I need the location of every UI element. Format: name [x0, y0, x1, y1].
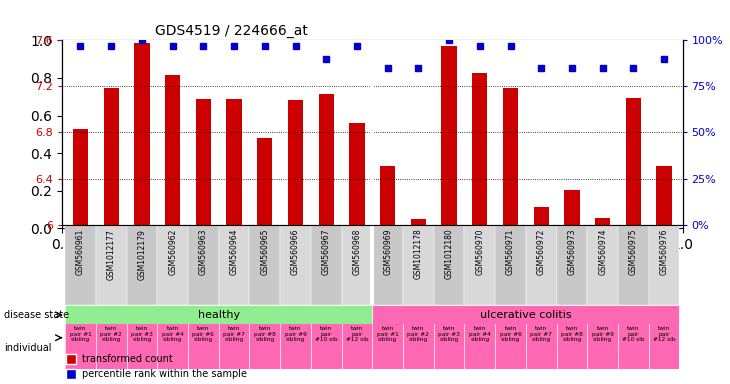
Text: twin
pair #7
sibling: twin pair #7 sibling [530, 326, 552, 343]
Text: disease state: disease state [4, 310, 69, 320]
Bar [250, 225, 280, 305]
Text: GSM560964: GSM560964 [229, 229, 239, 275]
Text: twin
pair #3
sibling: twin pair #3 sibling [131, 326, 153, 343]
Text: GSM560972: GSM560972 [537, 229, 546, 275]
Bar [165, 75, 180, 225]
Text: individual: individual [4, 343, 51, 353]
Text: twin
pair #7
sibling: twin pair #7 sibling [223, 326, 245, 343]
Text: twin
pair #9
sibling: twin pair #9 sibling [592, 326, 614, 343]
Bar [588, 225, 618, 305]
Text: GSM560962: GSM560962 [168, 229, 177, 275]
Text: GSM560968: GSM560968 [353, 229, 361, 275]
Bar [649, 225, 680, 305]
Text: GSM1012179: GSM1012179 [137, 229, 147, 280]
Bar [226, 99, 242, 225]
Text: twin
pair #6
sibling: twin pair #6 sibling [499, 326, 521, 343]
Text: GSM560973: GSM560973 [567, 229, 577, 275]
Text: GSM560963: GSM560963 [199, 229, 208, 275]
Bar [656, 166, 672, 225]
Bar [626, 98, 641, 225]
Text: GSM560965: GSM560965 [261, 229, 269, 275]
Text: GSM1012177: GSM1012177 [107, 229, 115, 280]
Bar [618, 225, 649, 305]
Text: GSM560976: GSM560976 [660, 229, 669, 275]
Bar [257, 138, 272, 225]
Bar [526, 225, 556, 305]
Bar [65, 305, 372, 324]
Bar [342, 225, 372, 305]
Text: GSM560966: GSM560966 [291, 229, 300, 275]
Text: GSM560971: GSM560971 [506, 229, 515, 275]
Bar [219, 225, 250, 305]
Bar [349, 123, 364, 225]
Bar [556, 225, 588, 305]
Bar [380, 166, 396, 225]
Text: twin
pair #3
sibling: twin pair #3 sibling [438, 326, 460, 343]
Text: twin
pair #8
sibling: twin pair #8 sibling [561, 326, 583, 343]
Bar [564, 190, 580, 225]
Bar [73, 129, 88, 225]
Bar [464, 225, 495, 305]
Text: GSM560974: GSM560974 [598, 229, 607, 275]
Bar [442, 46, 457, 225]
Text: twin
pair
#10 sib: twin pair #10 sib [315, 326, 337, 343]
Text: GSM560970: GSM560970 [475, 229, 484, 275]
Bar [372, 225, 403, 305]
Bar [318, 94, 334, 225]
Text: GSM560969: GSM560969 [383, 229, 392, 275]
Text: GSM1012178: GSM1012178 [414, 229, 423, 280]
Text: twin
pair #4
sibling: twin pair #4 sibling [469, 326, 491, 343]
Text: twin
pair
#12 sib: twin pair #12 sib [653, 326, 675, 343]
Text: twin
pair
#10 sib: twin pair #10 sib [622, 326, 645, 343]
Bar [411, 219, 426, 225]
Legend: transformed count, percentile rank within the sample: transformed count, percentile rank withi… [67, 354, 247, 379]
Bar [196, 99, 211, 225]
Bar [472, 73, 488, 225]
Bar [188, 225, 219, 305]
Text: twin
pair #2
sibling: twin pair #2 sibling [407, 326, 429, 343]
Text: twin
pair
#12 sib: twin pair #12 sib [345, 326, 368, 343]
Text: twin
pair #1
sibling: twin pair #1 sibling [69, 326, 91, 343]
Bar [534, 207, 549, 225]
Bar [104, 88, 119, 225]
Bar [96, 225, 126, 305]
Bar [434, 225, 464, 305]
Text: twin
pair #9
sibling: twin pair #9 sibling [285, 326, 307, 343]
Text: GSM1012180: GSM1012180 [445, 229, 453, 280]
Bar [280, 225, 311, 305]
Text: twin
pair #6
sibling: twin pair #6 sibling [193, 326, 214, 343]
Bar [126, 225, 157, 305]
Bar [65, 225, 96, 305]
Bar [134, 43, 150, 225]
Text: GSM560975: GSM560975 [629, 229, 638, 275]
Bar [157, 225, 188, 305]
Text: twin
pair #2
sibling: twin pair #2 sibling [100, 326, 122, 343]
Bar [403, 225, 434, 305]
Bar [288, 100, 303, 225]
Bar [311, 225, 342, 305]
Text: twin
pair #1
sibling: twin pair #1 sibling [377, 326, 399, 343]
Text: GDS4519 / 224666_at: GDS4519 / 224666_at [155, 24, 308, 38]
Bar [372, 305, 680, 324]
Text: GSM560961: GSM560961 [76, 229, 85, 275]
Text: twin
pair #8
sibling: twin pair #8 sibling [254, 326, 276, 343]
Bar [495, 225, 526, 305]
Bar [503, 88, 518, 225]
Text: GSM560967: GSM560967 [322, 229, 331, 275]
Text: twin
pair #4
sibling: twin pair #4 sibling [162, 326, 183, 343]
Text: healthy: healthy [198, 310, 239, 320]
Text: ulcerative colitis: ulcerative colitis [480, 310, 572, 320]
Bar [595, 218, 610, 225]
